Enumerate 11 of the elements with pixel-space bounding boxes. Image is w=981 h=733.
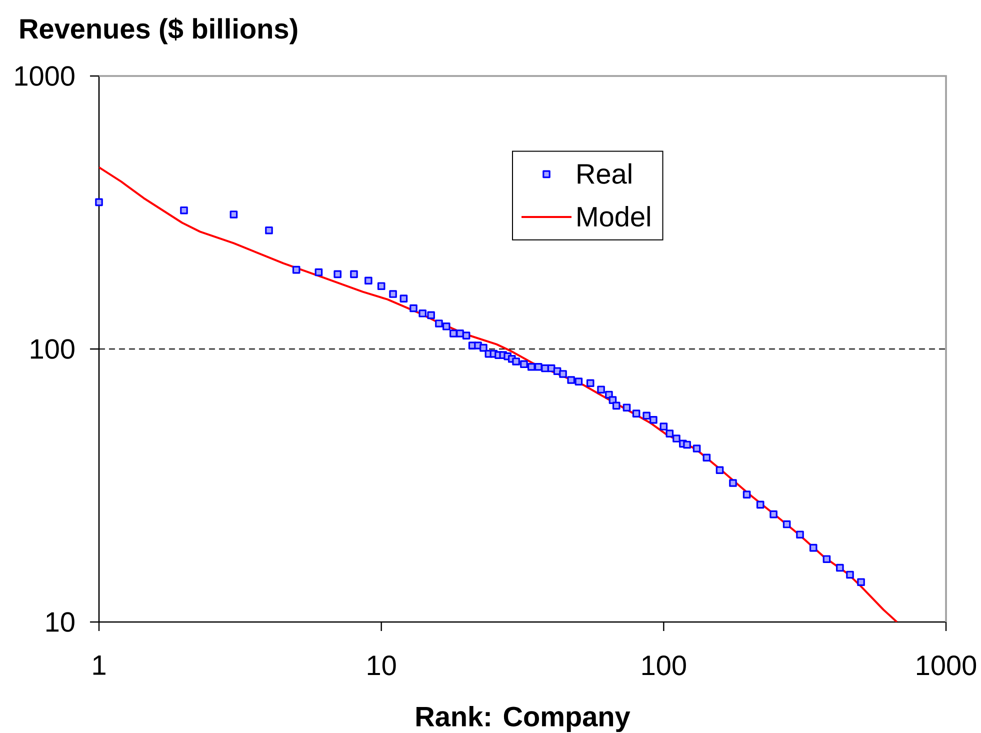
legend-label: Real [578,163,632,184]
y-tick-label: 10 [46,612,74,632]
legend-label: Model [578,206,650,227]
x-tick-label: 1 [93,656,106,675]
x-axis-title: Rank: Company [416,706,630,732]
y-tick-label: 1000 [15,66,74,86]
x-tick-label: 1000 [917,656,976,676]
x-tick-label: 100 [642,656,686,676]
y-axis-title: Revenues ($ billions) [20,18,298,44]
y-tick-label: 100 [30,339,74,359]
x-tick-label: 10 [368,656,396,676]
